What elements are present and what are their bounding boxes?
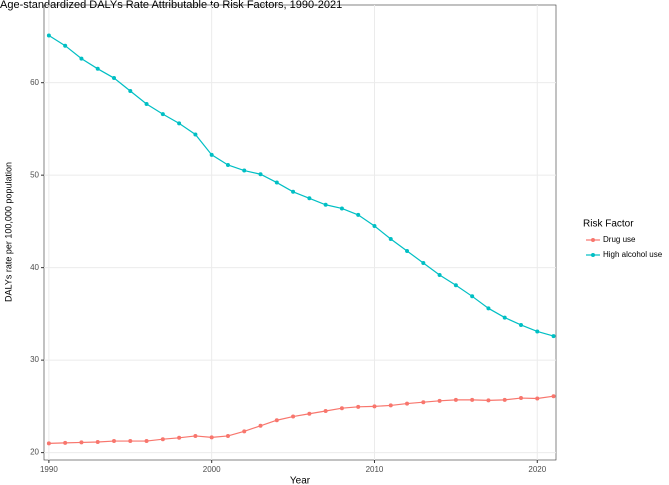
y-tick-label: 20: [30, 448, 39, 457]
point: [356, 212, 361, 217]
point: [551, 394, 556, 399]
point: [258, 423, 263, 428]
point: [486, 306, 491, 311]
point: [470, 294, 475, 299]
point: [291, 189, 296, 194]
point: [209, 152, 214, 157]
point: [79, 56, 84, 61]
chart-title: Age-standardized DALYs Rate Attributable…: [0, 0, 342, 11]
point: [323, 408, 328, 413]
point: [258, 172, 263, 177]
panel: [43, 4, 557, 461]
point: [209, 435, 214, 440]
point: [160, 112, 165, 117]
point: [160, 437, 165, 442]
point: [193, 433, 198, 438]
x-tick-label: 2020: [528, 465, 546, 474]
point: [470, 397, 475, 402]
y-tick-label: 30: [30, 355, 39, 364]
point: [274, 180, 279, 185]
point: [339, 406, 344, 411]
x-tick-label: 2010: [366, 465, 384, 474]
point: [518, 322, 523, 327]
point: [307, 196, 312, 201]
point: [535, 329, 540, 334]
point: [46, 441, 51, 446]
point: [112, 439, 117, 444]
point: [486, 398, 491, 403]
point: [225, 433, 230, 438]
point: [502, 397, 507, 402]
point: [421, 261, 426, 266]
point: [518, 396, 523, 401]
y-tick-label: 50: [30, 170, 39, 179]
point: [291, 414, 296, 419]
legend-label: High alcohol use: [603, 250, 663, 259]
point: [405, 248, 410, 253]
legend-title: Risk Factor: [583, 219, 634, 230]
point: [112, 76, 117, 81]
x-tick-label: 1990: [40, 465, 58, 474]
point: [242, 429, 247, 434]
point: [372, 404, 377, 409]
point: [46, 33, 51, 38]
point: [372, 224, 377, 229]
point: [144, 439, 149, 444]
point: [356, 404, 361, 409]
point: [421, 400, 426, 405]
point: [388, 236, 393, 241]
y-tick-label: 60: [30, 78, 39, 87]
legend-label: Drug use: [603, 235, 636, 244]
point: [63, 43, 68, 48]
point: [242, 168, 247, 173]
y-tick-label: 40: [30, 263, 39, 272]
x-tick-label: 2000: [203, 465, 221, 474]
point: [95, 66, 100, 71]
point: [193, 132, 198, 137]
point: [95, 439, 100, 444]
series-line: [48, 35, 554, 337]
legend-swatch: [591, 238, 595, 242]
point: [453, 283, 458, 288]
point: [307, 411, 312, 416]
point: [453, 397, 458, 402]
point: [405, 401, 410, 406]
legend-swatch: [591, 253, 595, 257]
point: [63, 440, 68, 445]
point: [274, 418, 279, 423]
point: [128, 439, 133, 444]
point: [551, 334, 556, 339]
point: [177, 121, 182, 126]
series-line: [48, 395, 554, 444]
point: [144, 101, 149, 106]
point: [323, 202, 328, 207]
point: [177, 435, 182, 440]
y-axis-title: DALYs rate per 100,000 population: [3, 162, 13, 302]
point: [437, 273, 442, 278]
point: [437, 398, 442, 403]
point: [502, 315, 507, 320]
point: [79, 440, 84, 445]
point: [535, 396, 540, 401]
x-axis-title: Year: [290, 476, 311, 485]
point: [225, 162, 230, 167]
point: [339, 206, 344, 211]
point: [128, 89, 133, 94]
point: [388, 403, 393, 408]
